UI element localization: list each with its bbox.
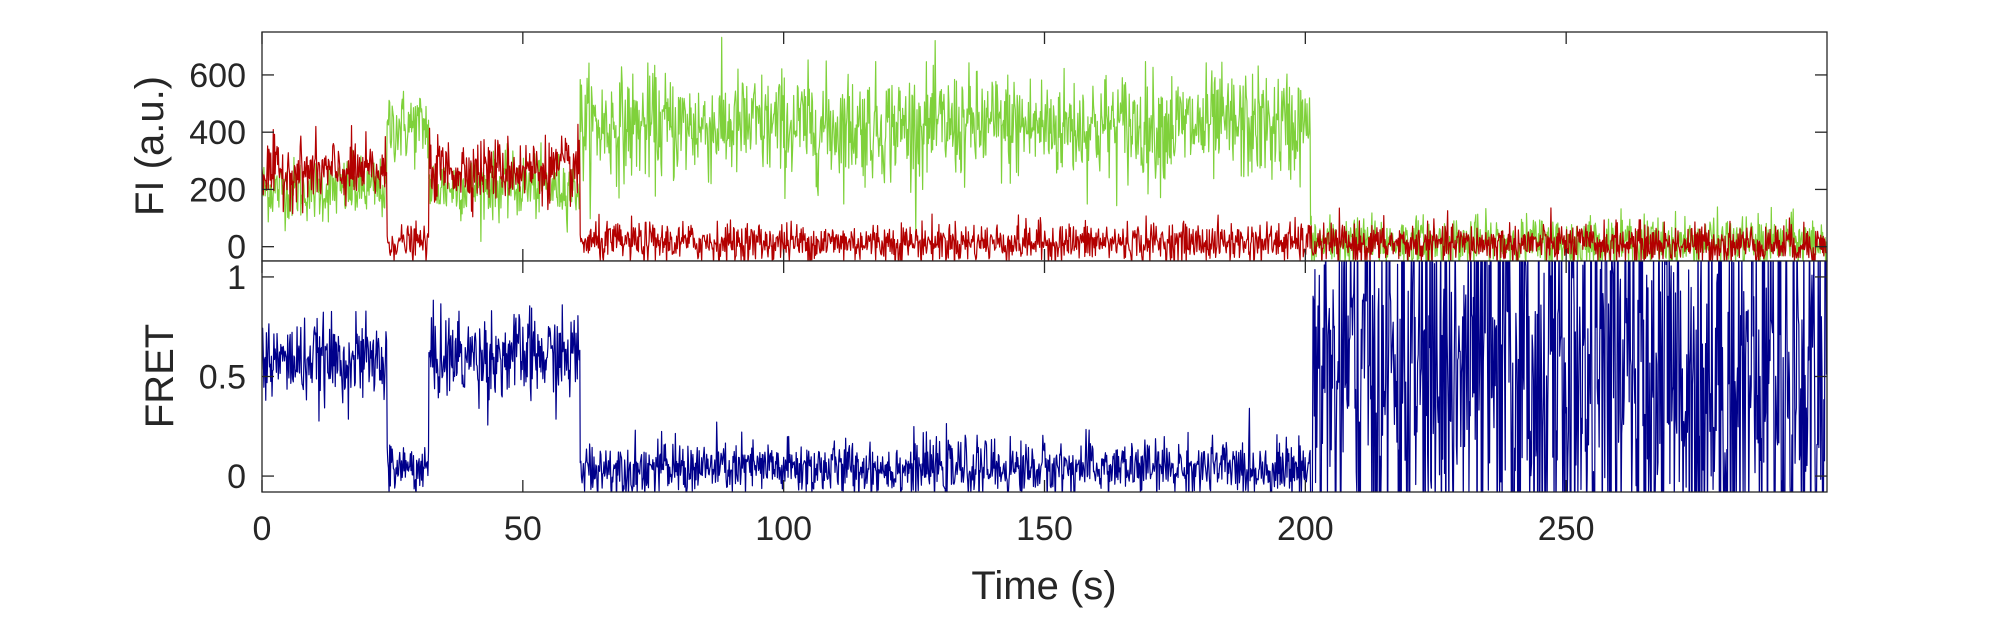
fret-x-tick-label: 200: [1277, 510, 1334, 548]
fret-x-tick-label: 250: [1538, 510, 1595, 548]
fret-axes-box: [261, 260, 1828, 493]
fret-y-tick-label: 0: [227, 458, 246, 496]
intensity-panel: 0 200 400 600 FI (a.u.): [128, 31, 1828, 267]
fret-x-tick-label: 50: [504, 510, 542, 548]
fret-series-line-0: [262, 261, 1827, 492]
fret-x-tick-label: 100: [755, 510, 812, 548]
fret-y-tick-label: 0.5: [199, 359, 246, 397]
time-x-axis-label: Time (s): [971, 564, 1116, 608]
intensity-series-line-1: [262, 123, 1827, 261]
fret-y-tick-label: 1: [227, 259, 246, 297]
fret-x-tick-label: 0: [253, 510, 272, 548]
intensity-y-tick-label: 600: [189, 57, 246, 95]
intensity-y-tick-label: 0: [227, 229, 246, 267]
fret-panel: 0 50 100 150 200 250 0 0.5 1 FRET Time (s): [138, 259, 1828, 608]
fret-x-tick-label: 150: [1016, 510, 1073, 548]
intensity-y-axis-label: FI (a.u.): [128, 76, 172, 216]
intensity-y-tick-label: 400: [189, 114, 246, 152]
intensity-y-tick-label: 200: [189, 171, 246, 209]
fret-y-axis-label: FRET: [138, 324, 182, 428]
